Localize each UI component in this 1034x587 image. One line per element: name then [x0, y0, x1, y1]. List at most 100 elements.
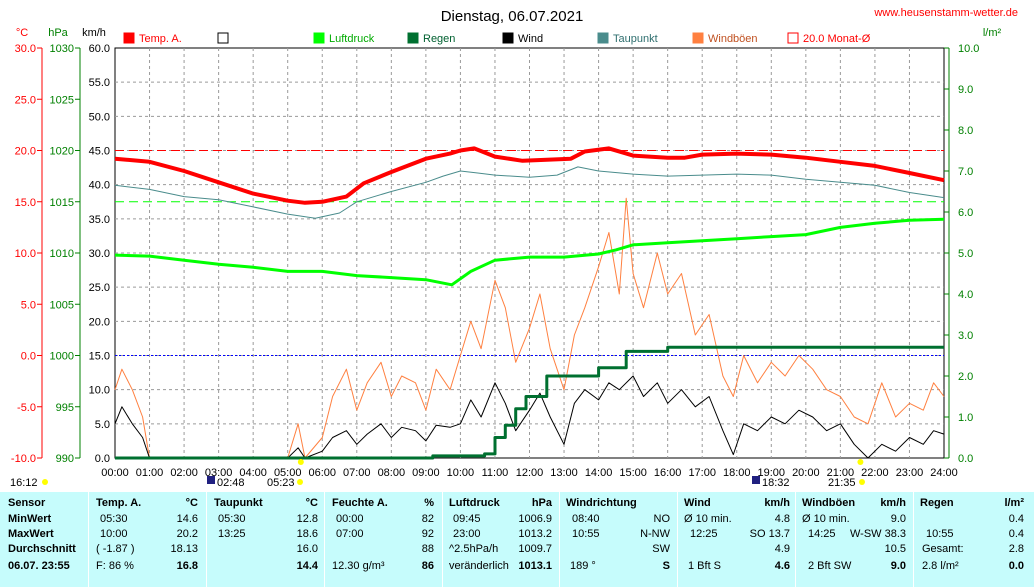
x-tick-label: 10:00 [447, 467, 475, 479]
wind-max-value: SO 13.7 [749, 528, 790, 540]
left-time-label: 16:12 [10, 477, 38, 489]
x-tick-label: 20:00 [792, 467, 820, 479]
weather-chart: 00:00 01:00 02:00 03:00 04:00 05:00 06:00 07:00… [10, 7, 1018, 489]
temp-current: 16.8 [176, 560, 198, 572]
x-tick-label: 18:00 [723, 467, 751, 479]
luftdruck-current: 1013.1 [518, 560, 552, 572]
legend-swatch [217, 32, 229, 44]
windboeen-min-value: 9.0 [890, 513, 906, 525]
wind-axis-tick-label: 30.0 [89, 248, 110, 260]
legend-label: Windböen [708, 33, 758, 45]
site-url: www.heusenstamm-wetter.de [873, 7, 1018, 19]
luftdruck-max-time: 23:00 [453, 528, 481, 540]
rain-axis-tick-label: 5.0 [958, 248, 973, 260]
feuchte-current: 86 [421, 560, 434, 572]
table-divider [442, 490, 443, 587]
temp-axis-tick-label: 15.0 [15, 197, 36, 209]
wind-axis-tick-label: 40.0 [89, 180, 110, 192]
taupunkt-min-value: 12.8 [296, 513, 318, 525]
table-footer-datetime: 06.07. 23:55 [8, 560, 70, 572]
rain-axis-tick-label: 6.0 [958, 207, 973, 219]
table-divider [559, 490, 560, 587]
windrichtung-max-time: 10:55 [572, 528, 600, 540]
temp-axis-unit: °C [16, 27, 28, 39]
feuchte-min-value: 82 [421, 513, 434, 525]
windboeen-min-label: Ø 10 min. [802, 513, 850, 525]
temp-axis-tick-label: -10.0 [11, 453, 36, 465]
series-line-luftdruck [114, 217, 945, 287]
rain-axis-tick-label: 7.0 [958, 166, 973, 178]
pressure-axis-tick-label: 1015 [50, 197, 74, 209]
table-divider [206, 490, 207, 587]
luftdruck-max-value: 1013.2 [518, 528, 552, 540]
temp-axis-tick-label: -5.0 [17, 402, 36, 414]
pressure-axis-tick-label: 1030 [50, 43, 74, 55]
wind-max-time: 12:25 [690, 528, 718, 540]
temp-axis-tick-label: 0.0 [21, 351, 36, 363]
sun-icon [859, 479, 865, 485]
moonset-time: 18:32 [762, 477, 790, 489]
x-tick-label: 05:00 [274, 467, 302, 479]
wind-current: 4.6 [774, 560, 790, 572]
rain-axis-tick-label: 0.0 [958, 453, 973, 465]
wind-axis-tick-label: 60.0 [89, 43, 110, 55]
wind-avg-value: 4.9 [774, 543, 790, 555]
series-line-temp-a- [114, 146, 945, 205]
legend-label: Luftdruck [329, 33, 375, 45]
regen-max-value: 0.4 [1008, 528, 1024, 540]
wind-axis-tick-label: 10.0 [89, 385, 110, 397]
x-tick-label: 13:00 [550, 467, 578, 479]
wind-beaufort: 1 Bft S [688, 560, 722, 572]
legend-swatch [313, 32, 325, 44]
feuchte-avg-value: 88 [421, 543, 434, 555]
col-feuchte-unit: % [424, 497, 434, 509]
wind-axis-tick-label: 0.0 [95, 453, 110, 465]
table-top-border [0, 490, 1034, 492]
temp-min-value: 14.6 [176, 513, 198, 525]
wind-axis-tick-label: 55.0 [89, 77, 110, 89]
sunset-time: 21:35 [828, 477, 856, 489]
series-line-regen [115, 345, 944, 460]
table-divider [795, 490, 796, 587]
x-tick-label: 02:00 [170, 467, 198, 479]
legend-swatch [502, 32, 514, 44]
moonrise-icon [207, 476, 215, 484]
windboeen-max-value: W-SW 38.3 [849, 528, 906, 540]
x-tick-label: 23:00 [896, 467, 924, 479]
x-tick-label: 06:00 [308, 467, 336, 479]
taupunkt-min-time: 05:30 [218, 513, 246, 525]
series-line-taupunkt [114, 166, 945, 219]
legend-swatch [123, 32, 135, 44]
wind-axis-tick-label: 50.0 [89, 111, 110, 123]
col-taupunkt-header: Taupunkt [214, 497, 263, 509]
x-tick-label: 09:00 [412, 467, 440, 479]
x-tick-label: 11:00 [482, 467, 509, 479]
pressure-axis-tick-label: 995 [56, 402, 74, 414]
legend-label: Regen [423, 33, 455, 45]
regen-total-label: Gesamt: [922, 543, 964, 555]
luftdruck-tendency: ^2.5hPa/h [449, 543, 499, 555]
legend-swatch [597, 32, 609, 44]
temp-avg-value: 18.13 [170, 543, 198, 555]
pressure-axis-tick-label: 1000 [50, 351, 74, 363]
temp-avg-deviation: ( -1.87 ) [96, 543, 135, 555]
temp-axis-tick-label: 5.0 [21, 299, 36, 311]
legend-label: 20.0 Monat-Ø [803, 33, 871, 45]
luftdruck-avg-value: 1009.7 [518, 543, 552, 555]
windboeen-avg-value: 10.5 [884, 543, 906, 555]
row-label-max: MaxWert [8, 528, 54, 540]
pressure-axis-tick-label: 1020 [50, 146, 74, 158]
feuchte-max-value: 92 [421, 528, 434, 540]
temp-axis-tick-label: 25.0 [15, 94, 36, 106]
wind-axis-tick-label: 20.0 [89, 316, 110, 328]
wind-min-label: Ø 10 min. [684, 513, 732, 525]
wind-axis-unit: km/h [82, 27, 106, 39]
table-divider [88, 490, 89, 587]
pressure-axis-tick-label: 1010 [50, 248, 74, 260]
col-regen-header: Regen [920, 497, 954, 509]
luftdruck-min-time: 09:45 [453, 513, 481, 525]
taupunkt-avg-value: 16.0 [296, 543, 318, 555]
col-windboeen-unit: km/h [880, 497, 906, 509]
windrichtung-min-time: 08:40 [572, 513, 600, 525]
temp-min-time: 05:30 [100, 513, 128, 525]
